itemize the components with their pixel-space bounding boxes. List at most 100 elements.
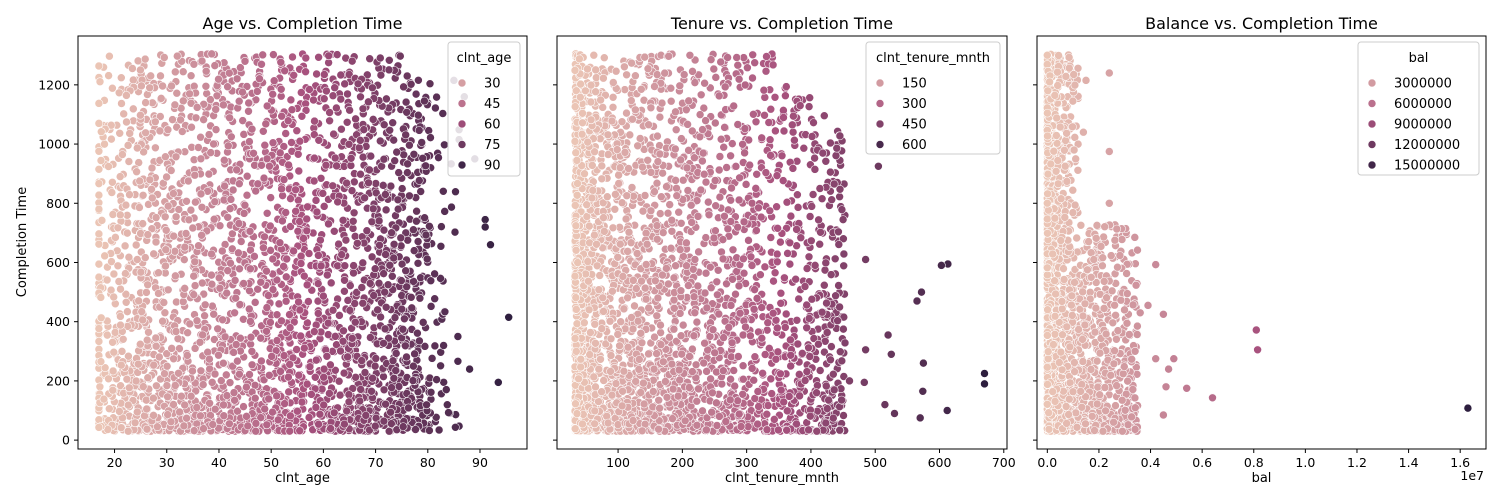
data-point: [438, 109, 448, 118]
data-point: [234, 248, 243, 258]
data-point: [281, 296, 291, 306]
data-point: [412, 216, 421, 226]
data-point: [100, 139, 109, 149]
data-point: [328, 305, 338, 315]
data-point: [246, 317, 255, 326]
data-point: [250, 252, 259, 261]
data-point: [353, 239, 362, 248]
subplot-tenure: Tenure vs. Completion Time 100 200 300 400 5…: [553, 14, 1016, 486]
data-point: [204, 169, 214, 179]
data-point: [367, 252, 377, 262]
data-point: [434, 425, 444, 435]
data-point: [288, 52, 297, 62]
data-point: [353, 79, 363, 89]
data-point: [387, 383, 396, 392]
data-point: [256, 333, 265, 343]
data-point: [405, 140, 414, 150]
data-point: [135, 203, 144, 212]
data-point: [640, 52, 649, 62]
data-point: [109, 292, 118, 302]
data-point: [450, 227, 460, 237]
data-point: [734, 352, 743, 361]
data-point: [136, 339, 145, 349]
data-point: [589, 372, 599, 382]
data-point: [405, 191, 414, 201]
data-point: [747, 261, 757, 270]
data-point: [444, 408, 453, 417]
y-tick-label: 400: [46, 314, 70, 329]
data-point: [346, 281, 355, 290]
data-point: [326, 278, 336, 288]
data-point: [667, 227, 677, 236]
data-point: [421, 161, 430, 171]
data-point: [332, 50, 342, 59]
data-point: [486, 240, 495, 249]
data-point: [316, 235, 325, 245]
data-point: [653, 131, 662, 141]
data-point: [299, 234, 308, 243]
data-point: [442, 385, 451, 394]
data-point: [227, 132, 236, 142]
data-point: [304, 413, 314, 422]
data-point: [151, 213, 161, 222]
data-point: [777, 151, 787, 161]
data-point: [139, 382, 148, 391]
data-point: [273, 415, 283, 425]
data-point: [388, 272, 397, 281]
data-point: [229, 388, 239, 397]
data-point: [166, 417, 176, 427]
data-point: [672, 184, 681, 193]
data-point: [319, 372, 328, 382]
data-point: [760, 111, 769, 120]
data-point: [266, 221, 275, 231]
data-point: [225, 68, 234, 78]
data-point: [348, 217, 358, 226]
data-point: [171, 152, 181, 162]
data-point: [781, 323, 790, 332]
data-point: [440, 207, 449, 216]
data-point: [189, 60, 199, 69]
data-point: [266, 318, 275, 327]
data-point: [401, 341, 410, 351]
data-point: [656, 209, 665, 218]
data-point: [312, 207, 322, 217]
data-point: [125, 383, 134, 393]
data-point: [198, 380, 208, 389]
data-point: [117, 99, 126, 108]
data-point: [305, 362, 315, 371]
data-point: [622, 191, 632, 200]
data-point: [634, 365, 644, 374]
data-point: [319, 400, 328, 410]
data-point: [598, 103, 607, 112]
data-point: [223, 266, 232, 275]
data-point: [142, 424, 152, 434]
data-point: [94, 179, 104, 188]
data-point: [408, 376, 418, 385]
data-point: [122, 91, 131, 100]
data-point: [422, 400, 431, 410]
data-point: [281, 129, 290, 138]
legend-label: 45: [484, 97, 501, 112]
data-point: [434, 153, 443, 162]
data-point: [293, 226, 303, 236]
data-point: [144, 328, 153, 337]
data-point: [104, 162, 113, 171]
data-point: [293, 406, 302, 416]
data-point: [600, 53, 609, 62]
data-point: [439, 341, 448, 350]
data-point: [169, 400, 178, 409]
data-point: [359, 125, 369, 134]
data-point: [360, 368, 370, 377]
data-point: [413, 259, 423, 268]
data-point: [107, 188, 117, 197]
data-point: [719, 142, 728, 152]
data-point: [409, 277, 418, 286]
data-point: [390, 313, 400, 322]
data-point: [117, 73, 126, 82]
data-point: [337, 124, 346, 134]
data-point: [430, 294, 439, 303]
data-point: [409, 225, 418, 234]
data-point: [713, 290, 722, 300]
data-point: [358, 104, 368, 114]
data-point: [94, 119, 104, 128]
